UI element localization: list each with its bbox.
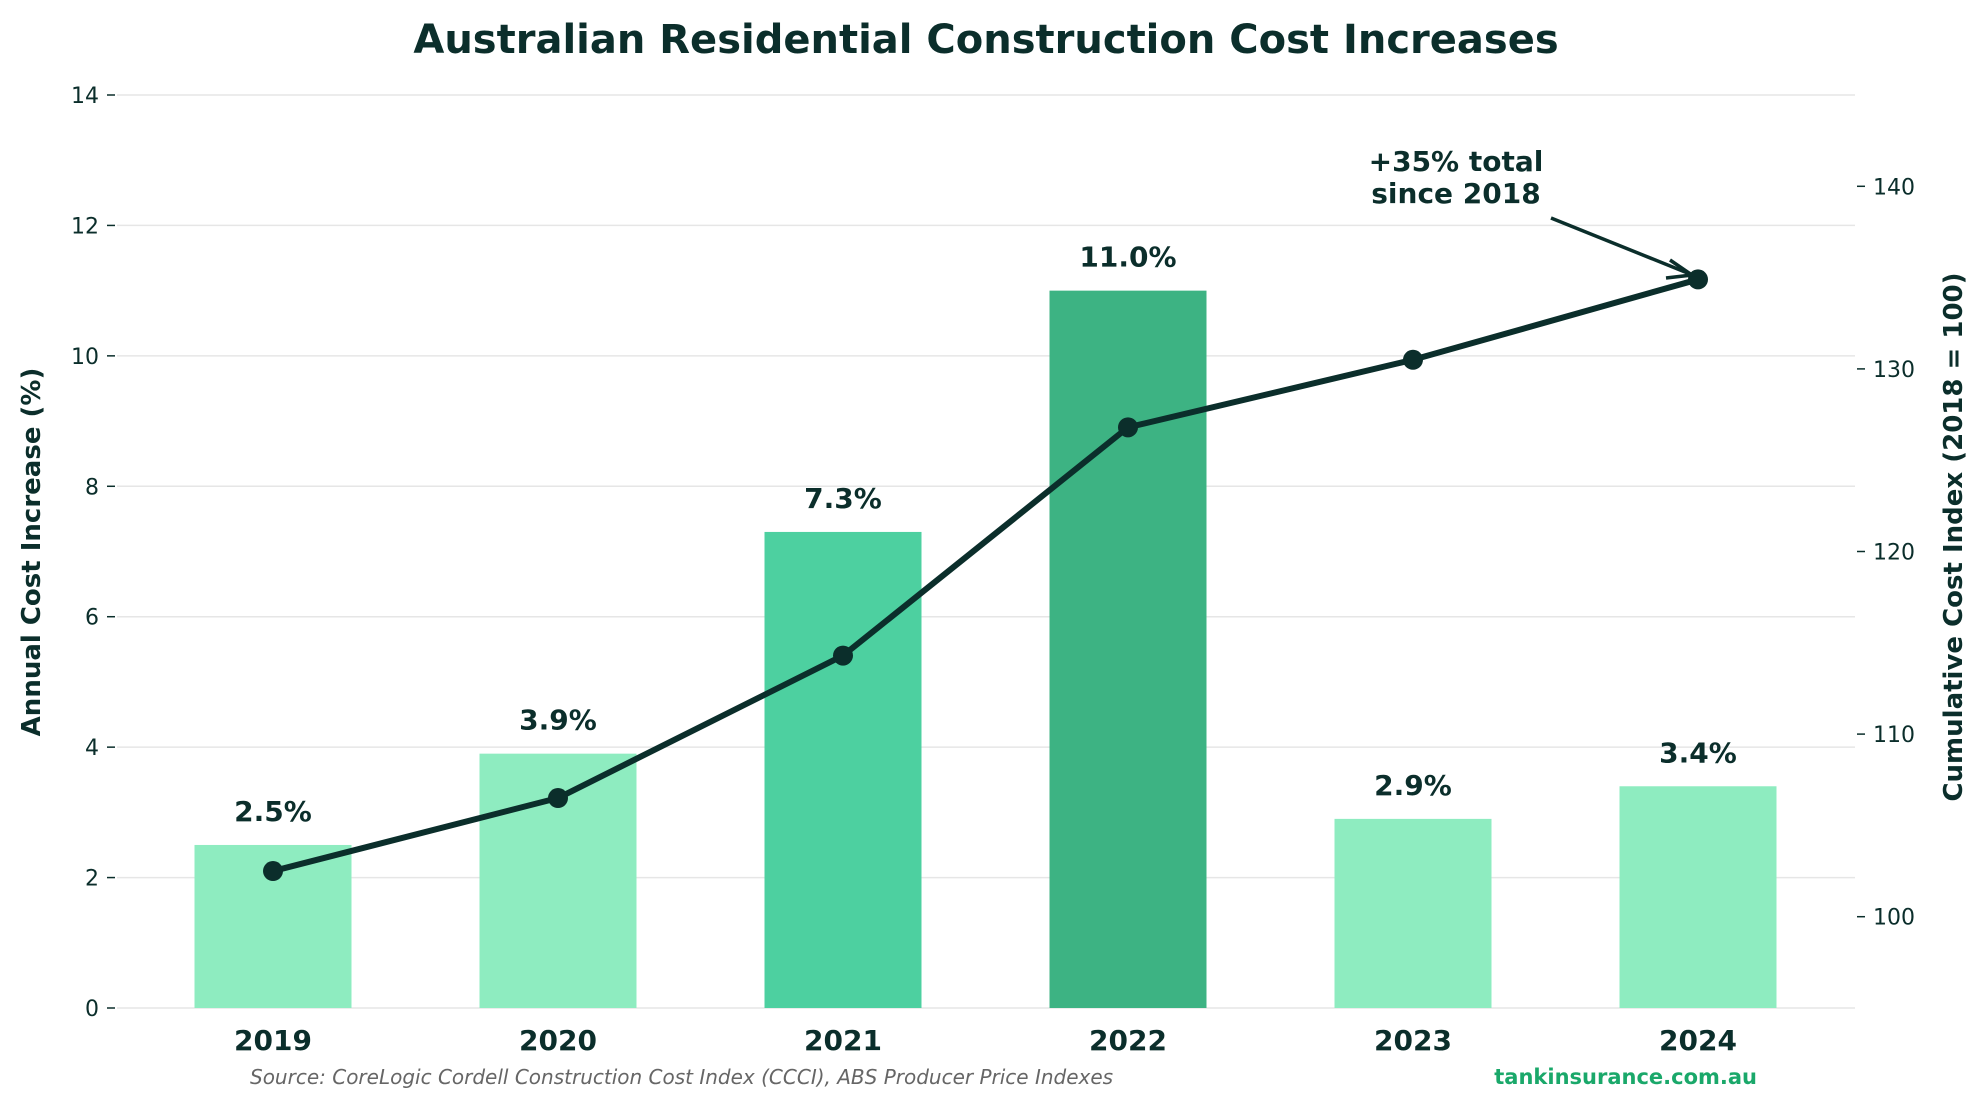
- brand-label: tankinsurance.com.au: [1494, 1065, 1757, 1089]
- source-note: Source: CoreLogic Cordell Construction C…: [250, 1065, 1113, 1089]
- line-point-2020: [548, 788, 568, 809]
- y-right-tick-label: 100: [1873, 906, 1915, 931]
- bar-2023: [1334, 818, 1492, 1008]
- bar-2022: [1049, 290, 1207, 1009]
- y-left-tick-label: 0: [85, 997, 99, 1022]
- annotation-line-2: since 2018: [1371, 177, 1540, 210]
- x-tick-label: 2023: [1374, 1024, 1452, 1057]
- cumulative-line: [272, 276, 1699, 874]
- x-tick-label: 2019: [234, 1024, 312, 1057]
- y-right-tick-label: 130: [1873, 358, 1915, 383]
- x-tick-label: 2022: [1089, 1024, 1167, 1057]
- bar-value-label: 3.4%: [1659, 736, 1737, 769]
- y-left-tick-label: 8: [85, 475, 99, 500]
- line-point-2019: [263, 861, 283, 882]
- y-axis-right-label: Cumulative Cost Index (2018 = 100): [1939, 272, 1969, 801]
- y-left-tick-label: 12: [71, 214, 99, 239]
- line-series: [263, 269, 1708, 882]
- annotation: +35% total since 2018: [1369, 145, 1697, 280]
- annotation-arrowhead: [1665, 258, 1697, 280]
- y-right-tick-label: 140: [1873, 175, 1915, 200]
- bar-value-label: 3.9%: [519, 704, 597, 737]
- x-tick-label: 2020: [519, 1024, 597, 1057]
- y-left-tick-label: 2: [85, 867, 99, 892]
- bars: [194, 290, 1777, 1009]
- bar-2021: [764, 531, 922, 1008]
- y-left-tick-label: 4: [85, 736, 99, 761]
- line-point-2023: [1403, 349, 1423, 370]
- annotation-arrow: [1550, 216, 1691, 276]
- annotation-line-1: +35% total: [1369, 145, 1544, 178]
- y-right-tick-label: 120: [1873, 541, 1915, 566]
- chart-title: Australian Residential Construction Cost…: [413, 17, 1558, 63]
- bar-value-label: 11.0%: [1079, 241, 1176, 274]
- gridlines: [117, 94, 1855, 1009]
- y-left-tick-label: 14: [71, 84, 99, 109]
- x-tick-label: 2021: [804, 1024, 882, 1057]
- y-left-tick-label: 6: [85, 606, 99, 631]
- axes: 0 2 4 6 8 10 12 14 100 110 120 130 140 2019 2020 2021 20…: [71, 84, 1915, 1057]
- line-point-2022: [1118, 417, 1138, 438]
- x-tick-label: 2024: [1659, 1024, 1737, 1057]
- y-axis-left-label: Annual Cost Increase (%): [17, 368, 47, 737]
- bar-value-label: 2.5%: [234, 795, 312, 828]
- bar-labels: 2.5% 3.9% 7.3% 11.0% 2.9% 3.4%: [234, 241, 1737, 828]
- bar-value-label: 2.9%: [1374, 769, 1452, 802]
- bar-value-label: 7.3%: [804, 482, 882, 515]
- bar-2024: [1619, 786, 1777, 1008]
- line-point-2021: [833, 645, 853, 666]
- y-right-tick-label: 110: [1873, 723, 1915, 748]
- y-left-tick-label: 10: [71, 345, 99, 370]
